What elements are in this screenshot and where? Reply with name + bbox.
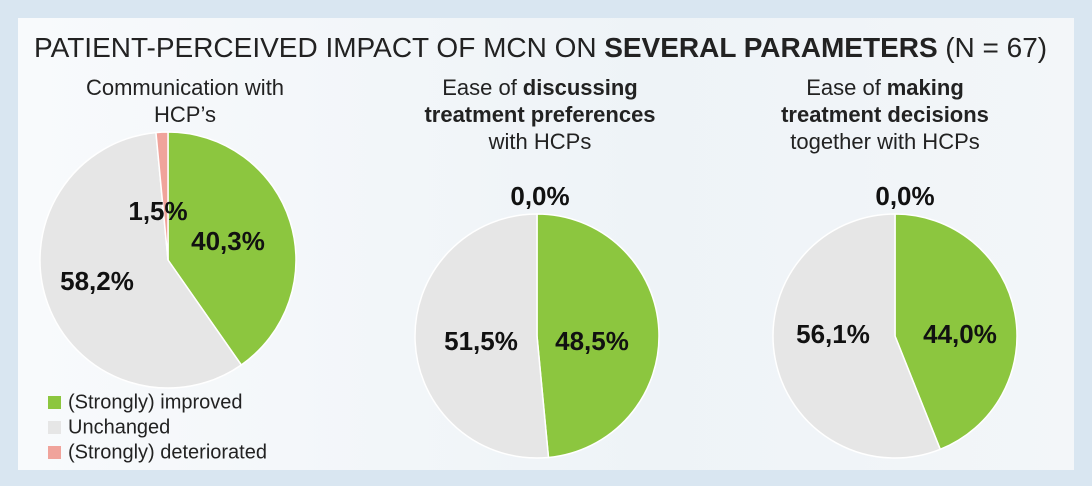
title-line: with HCPs bbox=[424, 128, 655, 155]
title-segment: (N = 67) bbox=[945, 32, 1048, 63]
title-segment: HCP’s bbox=[154, 102, 216, 127]
title-segment: making bbox=[886, 75, 964, 100]
pie-slice bbox=[414, 213, 550, 459]
title-segment: Communication with bbox=[85, 75, 285, 100]
pie-slice bbox=[772, 213, 942, 459]
title-line: treatment decisions bbox=[781, 101, 989, 128]
legend-swatch bbox=[48, 446, 61, 459]
title-segment: Ease of bbox=[442, 75, 517, 100]
title-segment: with HCPs bbox=[488, 129, 592, 154]
value-label: 0,0% bbox=[510, 181, 569, 211]
pie-slice bbox=[39, 131, 243, 389]
pie-slice bbox=[167, 131, 297, 366]
value-label: 58,2% bbox=[60, 266, 134, 296]
value-label: 56,1% bbox=[796, 319, 870, 349]
main-title: PATIENT-PERCEIVED IMPACT OF MCN ON SEVERA… bbox=[34, 32, 1047, 64]
legend-swatch bbox=[48, 396, 61, 409]
legend-label: Unchanged bbox=[68, 416, 170, 438]
pie-slice bbox=[894, 213, 1018, 451]
pie-slice bbox=[155, 131, 169, 261]
chart-title: Ease of discussing treatment preferences wi… bbox=[424, 74, 655, 155]
value-label: 48,5% bbox=[555, 326, 629, 356]
title-line: Communication with bbox=[86, 74, 284, 101]
title-segment: treatment decisions bbox=[781, 102, 989, 127]
title-line: treatment preferences bbox=[424, 101, 655, 128]
title-segment: PATIENT-PERCEIVED IMPACT OF MCN ON bbox=[34, 32, 597, 63]
value-label: 51,5% bbox=[444, 326, 518, 356]
value-label: 44,0% bbox=[923, 319, 997, 349]
title-segment: SEVERAL PARAMETERS bbox=[604, 32, 938, 63]
value-label: 1,5% bbox=[128, 196, 187, 226]
title-line: together with HCPs bbox=[781, 128, 989, 155]
title-segment: Ease of bbox=[806, 75, 881, 100]
title-line: Ease of discussing bbox=[424, 74, 655, 101]
value-label: 40,3% bbox=[191, 226, 265, 256]
legend-swatch bbox=[48, 421, 61, 434]
legend-label: (Strongly) improved bbox=[68, 391, 243, 413]
title-line: HCP’s bbox=[86, 101, 284, 128]
title-segment: treatment preferences bbox=[424, 102, 656, 127]
pie-slice bbox=[536, 213, 660, 459]
chart-title: Communication with HCP’s bbox=[86, 74, 284, 128]
title-segment: together with HCPs bbox=[790, 129, 980, 154]
title-segment: discussing bbox=[522, 75, 638, 100]
title-line: Ease of making bbox=[781, 74, 989, 101]
value-label: 0,0% bbox=[875, 181, 934, 211]
chart-title: Ease of making treatment decisions together… bbox=[781, 74, 989, 155]
legend-label: (Strongly) deteriorated bbox=[68, 441, 267, 463]
